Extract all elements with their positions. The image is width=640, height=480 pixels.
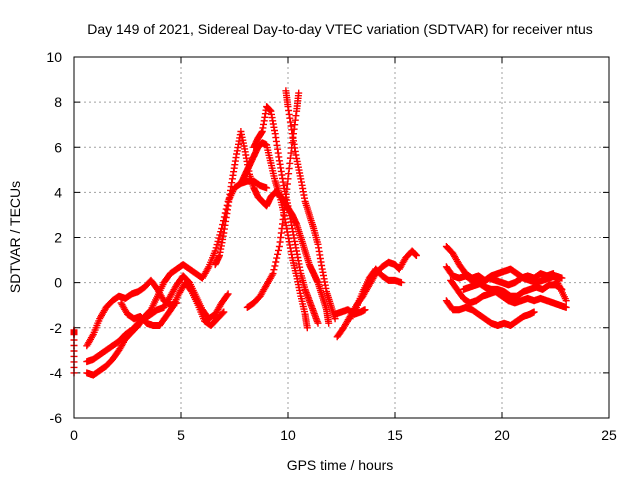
y-tick-label: 6 [54, 139, 62, 155]
y-tick-label: -4 [50, 365, 63, 381]
x-tick-label: 15 [387, 427, 403, 443]
data-point [214, 237, 222, 245]
data-point [224, 290, 232, 298]
y-axis-label: SDTVAR / TECUs [7, 181, 23, 293]
data-point [558, 274, 566, 282]
plot-frame [73, 56, 610, 419]
data-point [361, 306, 369, 314]
series-track-10 [282, 87, 339, 323]
series-track-18 [447, 276, 570, 311]
data-point [530, 308, 538, 316]
data-point [397, 279, 405, 287]
data-point [270, 266, 278, 274]
data-point [274, 250, 282, 258]
y-tick-label: 0 [54, 275, 62, 291]
x-tick-label: 5 [177, 427, 185, 443]
x-tick-label: 25 [601, 427, 617, 443]
y-tick-label: 10 [46, 49, 62, 65]
series-track-12 [333, 247, 420, 341]
data-point [273, 254, 281, 262]
y-tick-label: 4 [54, 184, 62, 200]
series-track-8 [250, 103, 322, 327]
x-axis-label: GPS time / hours [287, 457, 394, 473]
series-track-13 [346, 265, 405, 323]
data-point [215, 234, 223, 242]
data-point [562, 297, 570, 305]
series-track-7 [237, 139, 311, 332]
data-point [223, 291, 231, 299]
x-tick-label: 10 [280, 427, 296, 443]
data-point [263, 184, 271, 192]
data-point [268, 271, 276, 279]
data-point [211, 247, 219, 255]
series-track-6 [211, 128, 333, 327]
data-point [88, 332, 96, 340]
data-points [70, 87, 570, 379]
series-track-9 [243, 89, 303, 311]
chart-title: Day 149 of 2021, Sidereal Day-to-day VTE… [87, 21, 593, 37]
data-point [204, 264, 212, 272]
data-point [220, 308, 228, 316]
grid-lines [74, 57, 609, 418]
data-point [325, 319, 333, 327]
data-point [314, 319, 322, 327]
data-point [272, 258, 280, 266]
data-point [269, 270, 277, 278]
data-point [562, 303, 570, 311]
x-tick-label: 0 [70, 427, 78, 443]
data-point [412, 252, 420, 259]
data-point [213, 241, 221, 249]
y-tick-label: -6 [50, 410, 63, 426]
series-track-17 [460, 270, 570, 305]
data-point [275, 246, 282, 254]
y-tick-label: 2 [54, 230, 62, 246]
data-point [271, 262, 279, 270]
data-point [303, 324, 311, 332]
x-tick-label: 20 [494, 427, 510, 443]
y-tick-label: -2 [50, 320, 63, 336]
x-tick-labels: 0 5 10 15 20 25 [70, 427, 617, 443]
series-track-16 [442, 297, 538, 329]
y-tick-label: 8 [54, 94, 62, 110]
y-tick-labels: -6 -4 -2 0 2 4 6 8 10 [46, 49, 62, 426]
data-point [219, 309, 227, 317]
data-point [295, 89, 303, 97]
data-point [217, 228, 225, 236]
data-point [212, 244, 220, 252]
series-track-5 [117, 279, 228, 329]
data-point [216, 231, 224, 239]
